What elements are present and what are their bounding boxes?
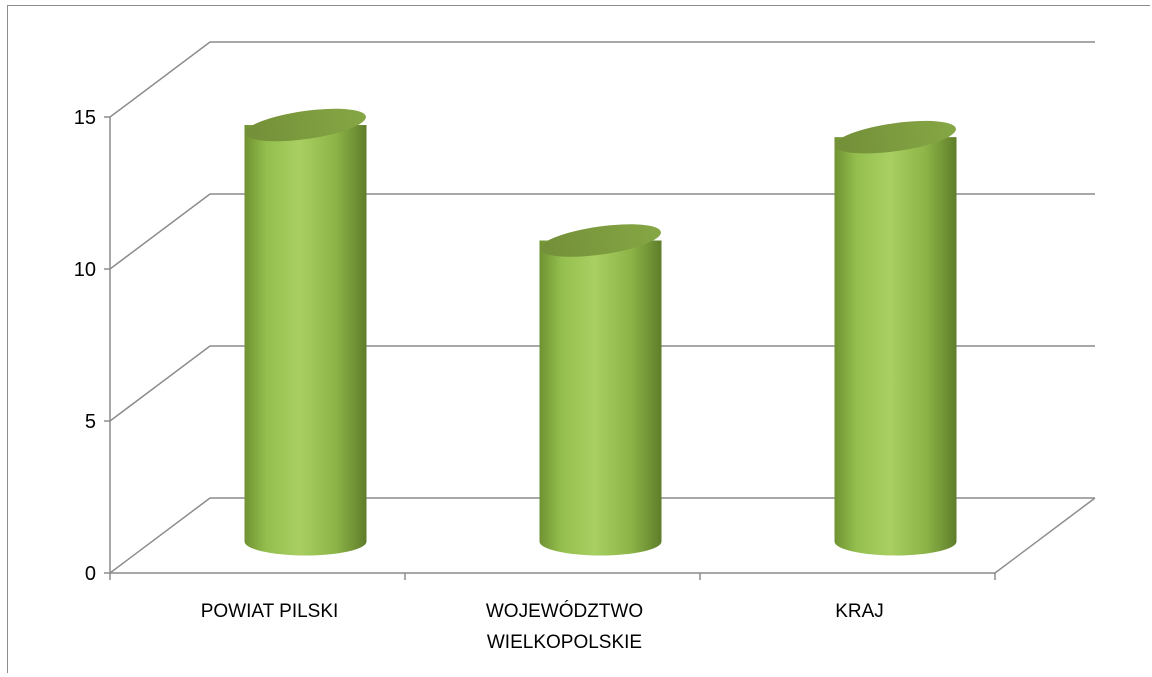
bar-3: [834, 120, 957, 556]
x-category-label: POWIAT PILSKI: [201, 601, 339, 622]
chart-labels: 0 5 10 15 POWIAT PILSKI WOJEWÓDZTWO WIELKOPOLS…: [74, 107, 884, 653]
gridline-5: [109, 345, 1095, 422]
bar-top-cap: [540, 224, 661, 257]
y-tick-label: 5: [85, 411, 96, 433]
bar-body: [244, 125, 367, 556]
y-tick-label: 15: [74, 107, 96, 129]
floor-edge: [994, 497, 1096, 574]
gridline-10: [109, 193, 1095, 270]
chart-bars: [244, 108, 957, 556]
chart-walls: [109, 41, 1096, 574]
chart-frame: [7, 5, 1150, 673]
bar-body: [539, 240, 662, 556]
y-tick-label: 0: [85, 563, 96, 585]
y-tick-label: 10: [74, 259, 96, 281]
gridline-0: [109, 497, 1095, 574]
bar-body: [834, 137, 957, 556]
x-category-label: KRAJ: [835, 601, 884, 622]
gridline-15: [109, 41, 1095, 118]
bar-2: [539, 224, 662, 556]
bar-top-cap: [835, 120, 956, 154]
chart-axes: [104, 116, 996, 580]
x-category-label: WIELKOPOLSKIE: [487, 632, 642, 653]
bar-top-cap: [245, 108, 366, 142]
bar-1: [244, 108, 367, 556]
x-category-label: WOJEWÓDZTWO: [486, 600, 643, 622]
